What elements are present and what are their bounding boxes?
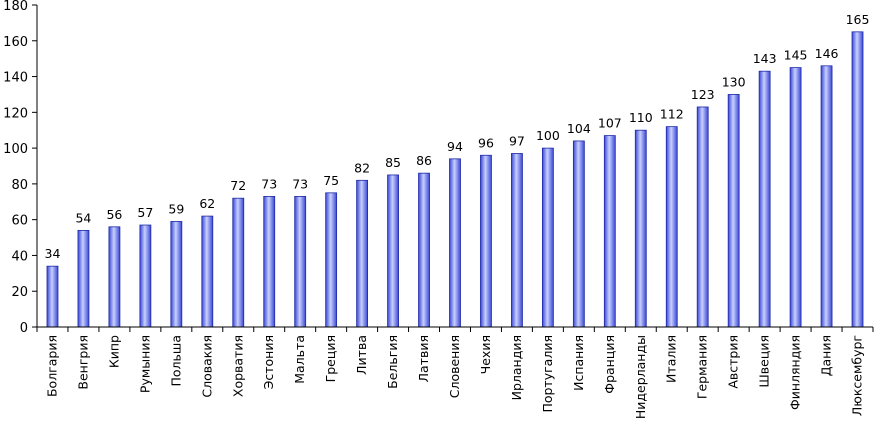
data-labels: 34 54 56 57 59 62 72 73 73 75 82 85 86 94 96 97 100 104 10… [45,12,870,261]
bar [727,94,740,328]
bar [46,265,59,328]
bar [603,135,616,328]
bar [108,226,121,328]
data-label: 56 [106,207,122,222]
data-label: 73 [261,176,277,191]
category-label: Хорватия [230,335,245,397]
bar [418,172,430,328]
y-tick-label: 100 [3,142,28,157]
y-tick-label: 40 [11,249,28,264]
data-label: 107 [598,116,622,131]
bars [46,31,864,328]
bar [634,129,647,328]
bar [263,196,276,328]
bar [356,179,369,328]
category-label: Мальта [292,335,307,384]
y-tick-label: 80 [11,178,28,193]
category-label: Португалия [540,335,555,413]
bar [511,153,523,328]
data-label: 104 [567,121,591,136]
data-label: 72 [230,178,246,193]
category-label: Австрия [726,335,741,389]
category-label: Чехия [478,335,493,374]
bar [480,154,492,328]
category-label: Люксембург [850,335,865,416]
data-label: 62 [199,196,215,211]
y-tick-label: 0 [20,321,28,336]
category-label: Ирландия [509,335,524,400]
y-tick-label: 160 [3,35,28,50]
y-tick-label: 20 [11,285,28,300]
bar [789,67,802,328]
category-label: Словакия [199,335,214,398]
data-label: 110 [629,110,653,125]
bar [820,65,833,328]
x-axis: Болгария Венгрия Кипр Румыния Польша Словакия… [36,326,874,419]
bar [232,197,245,328]
category-label: Румыния [137,335,152,393]
category-label: Испания [571,335,586,391]
data-label: 165 [846,12,870,27]
category-label: Швеция [757,335,772,388]
category-label: Италия [664,335,679,383]
category-label: Словения [447,335,462,398]
data-label: 73 [292,176,308,191]
data-label: 34 [45,246,61,261]
bar [851,31,864,328]
category-label: Бельгия [385,335,400,389]
data-label: 96 [478,135,494,150]
category-label: Венгрия [75,335,90,390]
bar [696,106,709,328]
y-axis: 0 20 40 60 80 100 120 140 160 180 [3,0,38,336]
bar [170,221,183,328]
data-label: 130 [722,74,746,89]
category-label: Кипр [106,335,121,368]
bar [541,147,554,328]
bar [201,215,214,328]
category-label: Литва [354,335,369,375]
data-label: 59 [168,201,184,216]
category-label: Нидерланды [633,335,648,419]
bar [758,70,771,328]
category-label: Германия [695,335,710,399]
bar [77,229,90,328]
data-label: 82 [354,160,370,175]
data-label: 123 [691,87,715,102]
category-label: Латвия [416,335,431,382]
data-label: 94 [447,139,463,154]
category-label: Финляндия [788,335,803,410]
y-tick-label: 140 [3,71,28,86]
y-tick-label: 180 [3,0,28,14]
data-label: 100 [536,128,560,143]
data-label: 75 [323,173,339,188]
category-label: Польша [168,335,183,387]
bar [294,196,307,328]
bar [665,126,678,328]
data-label: 85 [385,155,401,170]
category-label: Франция [602,335,617,394]
bar [139,224,152,328]
data-label: 145 [784,48,808,63]
data-label: 86 [416,153,432,168]
data-label: 146 [815,46,839,61]
data-label: 54 [75,210,91,225]
y-tick-label: 120 [3,106,28,121]
data-label: 57 [137,205,153,220]
y-tick-label: 60 [11,214,28,229]
category-label: Греция [323,335,338,382]
category-label: Болгария [44,335,59,397]
bar [325,192,338,328]
bar [387,174,399,328]
data-label: 143 [753,51,777,66]
category-label: Дания [819,335,834,376]
bar [449,158,461,328]
data-label: 112 [660,107,684,122]
category-label: Эстония [261,335,276,389]
bar [572,140,585,328]
data-label: 97 [509,133,525,148]
